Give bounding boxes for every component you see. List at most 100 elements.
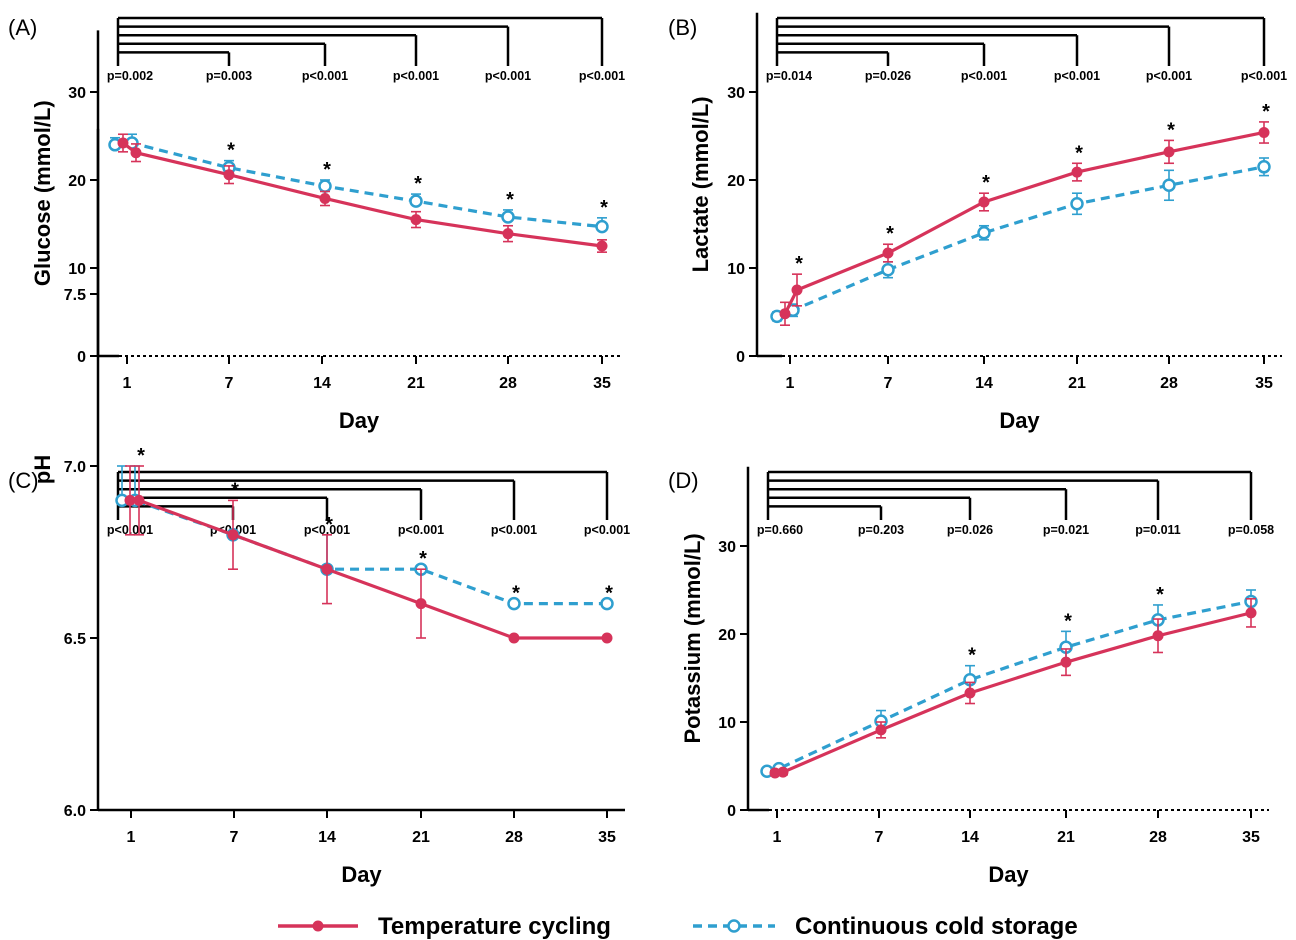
- data-point: [319, 192, 331, 204]
- p-value-label: p=0.026: [947, 523, 993, 537]
- series-temperature-cycling: [779, 121, 1270, 327]
- series-continuous-cold-storage: [108, 133, 609, 234]
- y-tick-label: 7.0: [64, 459, 86, 476]
- data-point: [779, 308, 791, 320]
- x-axis-label: Day: [339, 408, 380, 433]
- x-tick-label: 35: [1255, 375, 1273, 392]
- data-point: [881, 263, 895, 277]
- x-tick-label: 21: [407, 375, 425, 392]
- x-tick-label: 7: [225, 375, 234, 392]
- significance-star: *: [506, 189, 514, 211]
- y-axis-label: Glucose (mmol/L): [30, 100, 55, 286]
- x-tick-label: 1: [773, 829, 782, 846]
- data-point: [409, 194, 423, 208]
- chart-panel-b: (B) 0 10 20 30 1 7 14 21 28 35 Day Lactate (mmol/L) p…: [668, 12, 1287, 433]
- series-line: [122, 498, 607, 606]
- data-point: [1258, 126, 1270, 138]
- series-continuous-cold-storage: [115, 465, 614, 611]
- chart-panel-c: (C) 6.0 6.5 7.0 7.5 1 7 14 21 28 35 Day pH p<0.001 p<0…: [8, 128, 630, 887]
- p-value-label: p=0.003: [206, 69, 252, 83]
- significance-star: *: [1064, 610, 1072, 632]
- data-point: [882, 247, 894, 259]
- x-tick-label: 21: [1057, 829, 1075, 846]
- data-point: [978, 196, 990, 208]
- y-tick-label: 10: [718, 715, 736, 732]
- comparison-brackets: p=0.002 p=0.003 p<0.001 p<0.001 p<0.001 p<0.0…: [107, 16, 625, 83]
- y-tick-label: 30: [68, 85, 86, 102]
- y-tick-label: 10: [68, 261, 86, 278]
- panel-label: (A): [8, 15, 37, 40]
- x-tick-label: 35: [598, 829, 616, 846]
- y-tick-label: 6.5: [64, 631, 86, 648]
- x-tick-label: 21: [412, 829, 430, 846]
- p-value-label: p=0.014: [766, 69, 812, 83]
- x-tick-label: 1: [127, 829, 136, 846]
- y-tick-label: 20: [68, 173, 86, 190]
- x-tick-label: 14: [975, 375, 993, 392]
- data-point: [415, 598, 427, 610]
- data-point: [964, 687, 976, 699]
- series-line: [114, 141, 603, 229]
- comparison-brackets: p=0.014 p=0.026 p<0.001 p<0.001 p<0.001 p<0.0…: [766, 16, 1287, 83]
- data-point: [791, 284, 803, 296]
- data-point: [1152, 630, 1164, 642]
- y-tick-label: 10: [727, 261, 745, 278]
- significance-star: *: [137, 445, 145, 467]
- significance-star: *: [325, 514, 333, 536]
- y-tick-label: 30: [727, 85, 745, 102]
- p-value-label: p<0.001: [304, 523, 350, 537]
- x-tick-label: 1: [123, 375, 132, 392]
- significance-star: *: [600, 197, 608, 219]
- x-tick-label: 28: [505, 829, 523, 846]
- x-tick-label: 7: [884, 375, 893, 392]
- p-value-label: p<0.001: [584, 523, 630, 537]
- series-line: [783, 130, 1265, 315]
- legend-marker-temperature-cycling: [312, 920, 324, 932]
- legend-marker-continuous-cold-storage: [727, 919, 741, 933]
- y-tick-label: 20: [727, 173, 745, 190]
- significance-star: *: [419, 548, 427, 570]
- p-value-label: p=0.002: [107, 69, 153, 83]
- comparison-brackets: p=0.660 p=0.203 p=0.026 p=0.021 p=0.011 p=0.0…: [757, 470, 1274, 537]
- data-point: [223, 169, 235, 181]
- significance-star: *: [231, 479, 239, 501]
- legend: Temperature cycling Continuous cold stor…: [278, 913, 1078, 940]
- x-tick-label: 35: [593, 375, 611, 392]
- data-point: [600, 596, 614, 611]
- data-point: [410, 214, 422, 226]
- significance-star: *: [886, 223, 894, 245]
- data-point: [507, 596, 521, 611]
- p-value-label: p=0.021: [1043, 523, 1089, 537]
- data-point: [502, 228, 514, 240]
- x-tick-label: 14: [313, 375, 331, 392]
- x-tick-label: 28: [1160, 375, 1178, 392]
- chart-panel-d: (D) 0 10 20 30 1 7 14 21 28 35 Day Potassium (mmol/L…: [668, 466, 1274, 887]
- panel-label: (B): [668, 15, 697, 40]
- series-temperature-cycling: [117, 133, 608, 253]
- p-value-label: p<0.001: [1054, 69, 1100, 83]
- panel-label: (D): [668, 468, 699, 493]
- y-tick-label: 0: [727, 803, 736, 820]
- significance-star: *: [1167, 119, 1175, 141]
- x-tick-label: 14: [961, 829, 979, 846]
- p-value-label: p<0.001: [485, 69, 531, 83]
- significance-star: *: [982, 172, 990, 194]
- x-tick-label: 1: [786, 375, 795, 392]
- p-value-label: p<0.001: [1241, 69, 1287, 83]
- data-point: [601, 632, 613, 644]
- series-continuous-cold-storage: [770, 157, 1271, 324]
- p-value-label: p=0.203: [858, 523, 904, 537]
- significance-star: *: [605, 583, 613, 605]
- x-axis-label: Day: [341, 862, 382, 887]
- significance-star: *: [968, 645, 976, 667]
- data-point: [1060, 656, 1072, 668]
- series-temperature-cycling: [769, 597, 1257, 779]
- series-temperature-cycling: [124, 465, 613, 644]
- x-tick-label: 7: [230, 829, 239, 846]
- data-point: [124, 494, 136, 506]
- data-point: [508, 632, 520, 644]
- significance-star: *: [227, 140, 235, 162]
- p-value-label: p<0.001: [491, 523, 537, 537]
- data-point: [1071, 166, 1083, 178]
